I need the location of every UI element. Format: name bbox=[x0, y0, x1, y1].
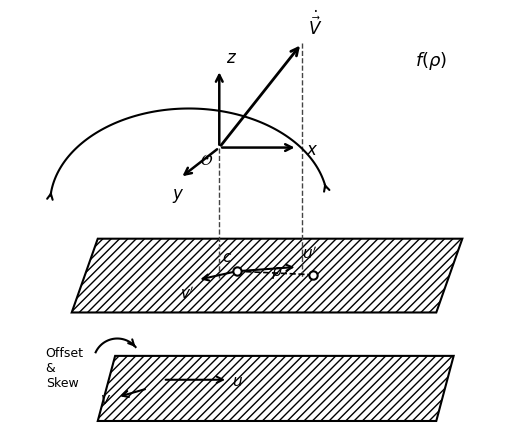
Text: $y$: $y$ bbox=[172, 187, 184, 205]
Text: $u$: $u$ bbox=[232, 375, 243, 389]
Text: $\dot{\vec{V}}$: $\dot{\vec{V}}$ bbox=[308, 10, 323, 39]
Text: Offset
&
Skew: Offset & Skew bbox=[46, 347, 84, 390]
Text: $c$: $c$ bbox=[222, 250, 232, 265]
Text: $z$: $z$ bbox=[226, 49, 237, 67]
Text: $u'$: $u'$ bbox=[302, 245, 317, 262]
Polygon shape bbox=[98, 356, 454, 421]
Text: $f(\rho)$: $f(\rho)$ bbox=[415, 50, 447, 72]
Text: $\rho$: $\rho$ bbox=[271, 265, 282, 281]
Text: $x$: $x$ bbox=[306, 141, 319, 159]
Text: $v'$: $v'$ bbox=[179, 285, 194, 302]
Text: $\mathcal{O}$: $\mathcal{O}$ bbox=[200, 153, 213, 168]
Polygon shape bbox=[72, 239, 462, 312]
Text: $v$: $v$ bbox=[100, 392, 111, 407]
